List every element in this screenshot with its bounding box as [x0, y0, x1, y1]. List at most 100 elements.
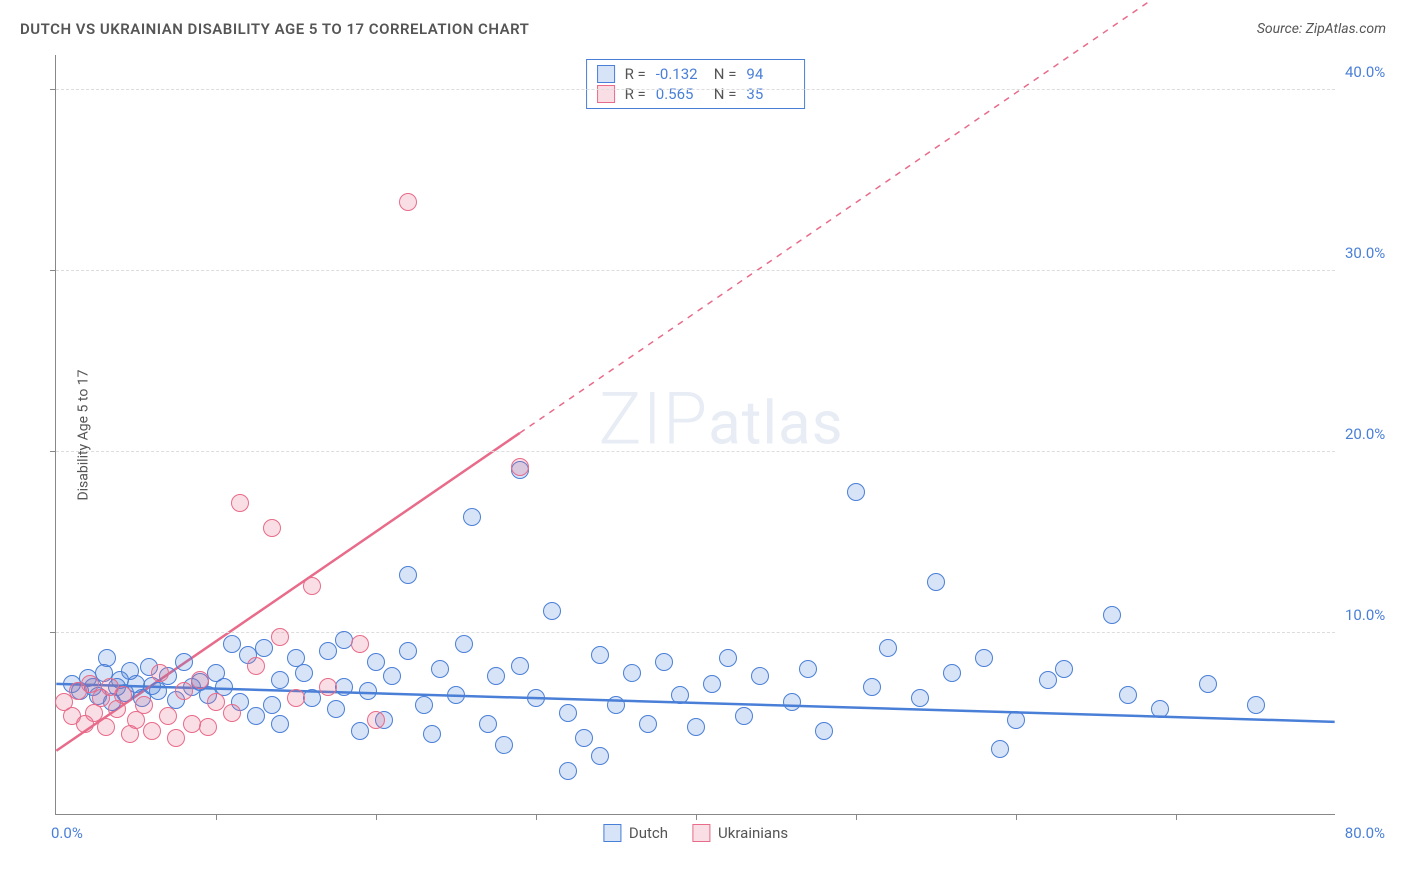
scatter-point — [847, 483, 865, 501]
correlation-stats-legend: R = -0.132 N = 94 R = 0.565 N = 35 — [586, 59, 806, 109]
stat-n-value: 35 — [746, 85, 794, 103]
gridline — [56, 270, 1335, 271]
y-tick — [50, 632, 56, 633]
x-tick — [536, 814, 537, 820]
scatter-point — [1103, 606, 1121, 624]
scatter-point — [991, 740, 1009, 758]
scatter-point — [255, 639, 273, 657]
scatter-point — [175, 682, 193, 700]
scatter-point — [399, 193, 417, 211]
scatter-point — [447, 686, 465, 704]
scatter-point — [735, 707, 753, 725]
stat-r-label: R = — [625, 85, 646, 103]
watermark: ZIPatlas — [599, 377, 844, 462]
scatter-point — [423, 725, 441, 743]
scatter-point — [799, 660, 817, 678]
scatter-point — [1247, 696, 1265, 714]
chart-source: Source: ZipAtlas.com — [1257, 21, 1386, 37]
stat-row-ukrainians: R = 0.565 N = 35 — [597, 84, 795, 104]
stat-n-label: N = — [714, 85, 737, 103]
swatch-icon — [597, 85, 615, 103]
scatter-point — [455, 635, 473, 653]
legend-label: Ukrainians — [718, 824, 788, 842]
scatter-point — [487, 667, 505, 685]
scatter-point — [655, 653, 673, 671]
y-tick-label: 20.0% — [1345, 425, 1395, 443]
scatter-point — [399, 642, 417, 660]
watermark-zip: ZIP — [599, 377, 709, 462]
scatter-point — [167, 729, 185, 747]
x-axis-max-label: 80.0% — [1345, 824, 1385, 842]
x-tick — [1176, 814, 1177, 820]
x-axis-min-label: 0.0% — [51, 824, 83, 842]
stat-r-value: 0.565 — [656, 85, 704, 103]
scatter-point — [431, 660, 449, 678]
scatter-point — [135, 696, 153, 714]
scatter-point — [879, 639, 897, 657]
y-tick-label: 10.0% — [1345, 606, 1395, 624]
legend-label: Dutch — [629, 824, 668, 842]
scatter-point — [607, 696, 625, 714]
chart-header: DUTCH VS UKRAINIAN DISABILITY AGE 5 TO 1… — [20, 20, 1386, 38]
scatter-point — [263, 696, 281, 714]
scatter-point — [223, 704, 241, 722]
scatter-point — [687, 718, 705, 736]
scatter-point — [98, 649, 116, 667]
x-tick — [696, 814, 697, 820]
scatter-point — [671, 686, 689, 704]
scatter-point — [383, 667, 401, 685]
scatter-point — [575, 729, 593, 747]
legend-item-ukrainians: Ukrainians — [692, 824, 788, 842]
scatter-point — [335, 631, 353, 649]
scatter-point — [815, 722, 833, 740]
scatter-point — [319, 642, 337, 660]
stat-row-dutch: R = -0.132 N = 94 — [597, 64, 795, 84]
x-tick — [856, 814, 857, 820]
scatter-point — [911, 689, 929, 707]
scatter-point — [247, 657, 265, 675]
stat-n-label: N = — [714, 65, 737, 83]
chart-title: DUTCH VS UKRAINIAN DISABILITY AGE 5 TO 1… — [20, 20, 529, 38]
scatter-point — [751, 667, 769, 685]
scatter-point — [287, 689, 305, 707]
scatter-point — [623, 664, 641, 682]
scatter-point — [223, 635, 241, 653]
scatter-point — [783, 693, 801, 711]
gridline — [56, 89, 1335, 90]
scatter-point — [271, 628, 289, 646]
scatter-point — [1039, 671, 1057, 689]
y-tick-label: 30.0% — [1345, 244, 1395, 262]
scatter-point — [351, 635, 369, 653]
y-axis-label: Disability Age 5 to 17 — [76, 369, 92, 500]
scatter-point — [359, 682, 377, 700]
gridline — [56, 451, 1335, 452]
scatter-point — [639, 715, 657, 733]
scatter-point — [263, 519, 281, 537]
watermark-rest: atlas — [708, 388, 843, 459]
scatter-plot: Disability Age 5 to 17 R = -0.132 N = 94… — [55, 55, 1335, 815]
y-tick — [50, 270, 56, 271]
scatter-point — [591, 747, 609, 765]
scatter-point — [159, 707, 177, 725]
scatter-point — [351, 722, 369, 740]
gridline — [56, 632, 1335, 633]
y-tick — [50, 451, 56, 452]
scatter-point — [719, 649, 737, 667]
stat-n-value: 94 — [746, 65, 794, 83]
scatter-point — [543, 602, 561, 620]
stat-r-label: R = — [625, 65, 646, 83]
scatter-point — [247, 707, 265, 725]
scatter-point — [479, 715, 497, 733]
scatter-point — [1151, 700, 1169, 718]
scatter-point — [863, 678, 881, 696]
scatter-point — [175, 653, 193, 671]
scatter-point — [231, 494, 249, 512]
scatter-point — [183, 715, 201, 733]
scatter-point — [271, 715, 289, 733]
scatter-point — [367, 711, 385, 729]
scatter-point — [1055, 660, 1073, 678]
scatter-point — [399, 566, 417, 584]
stat-r-value: -0.132 — [656, 65, 704, 83]
scatter-point — [97, 718, 115, 736]
scatter-point — [327, 700, 345, 718]
